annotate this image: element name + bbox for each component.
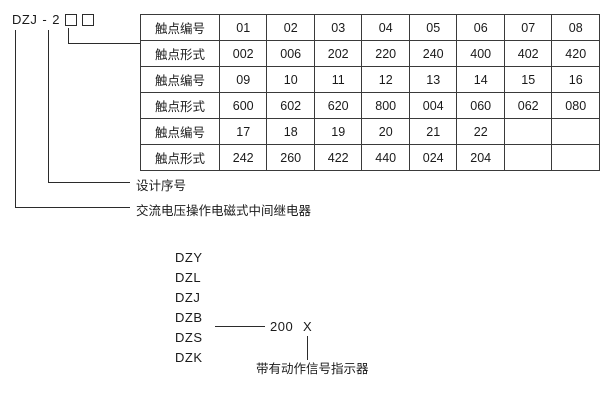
table-cell: 03 [313, 14, 363, 41]
model-code-header: DZJ - 2 [12, 12, 94, 27]
table-cell: 10 [266, 66, 315, 93]
table-cell-empty [503, 118, 553, 145]
table-cell: 07 [503, 14, 553, 41]
table-cell: 01 [218, 14, 268, 41]
table-cell: 600 [218, 92, 268, 119]
table-cell: 02 [266, 14, 315, 41]
table-cell: 04 [361, 14, 410, 41]
table-cell: 060 [456, 92, 505, 119]
leader-line-table-vertical [68, 28, 70, 44]
model-series-list: DZY DZL DZJ DZB DZS DZK [175, 248, 203, 368]
contact-table-body: 触点编号 01 02 03 04 05 06 07 08 触点形式 002 00… [140, 14, 600, 171]
leader-line-serial-vertical [48, 30, 50, 183]
model-code-box-2 [81, 13, 94, 26]
table-cell: 440 [361, 144, 410, 171]
model-code-dash: - [42, 12, 48, 27]
table-row: 触点形式 600 602 620 800 004 060 062 080 [140, 92, 600, 119]
table-row: 触点形式 242 260 422 440 024 204 [140, 144, 600, 171]
table-cell: 15 [503, 66, 553, 93]
table-row: 触点编号 01 02 03 04 05 06 07 08 [140, 14, 600, 41]
table-cell: 22 [456, 118, 505, 145]
leader-line-description-horizontal [15, 207, 130, 209]
list-item: DZL [175, 270, 202, 285]
leader-line-serial-horizontal [48, 182, 130, 184]
list-item: DZS [175, 330, 203, 345]
table-cell: 620 [313, 92, 363, 119]
table-cell: 05 [408, 14, 458, 41]
row-label: 触点形式 [140, 40, 220, 67]
annotation-relay-description: 交流电压操作电磁式中间继电器 [136, 204, 312, 218]
table-row: 触点形式 002 006 202 220 240 400 402 420 [140, 40, 600, 67]
table-cell-empty [503, 144, 553, 171]
table-cell: 18 [266, 118, 315, 145]
annotation-suffix-note: 带有动作信号指示器 [256, 362, 369, 376]
row-label: 触点形式 [140, 92, 220, 119]
table-cell: 006 [266, 40, 315, 67]
table-cell: 062 [503, 92, 553, 119]
model-code-box-1 [64, 13, 77, 26]
table-cell: 21 [408, 118, 458, 145]
annotation-design-serial: 设计序号 [136, 179, 187, 193]
table-cell: 240 [408, 40, 458, 67]
leader-line-suffix-horizontal [215, 326, 265, 328]
table-cell-empty [551, 144, 600, 171]
table-cell: 004 [408, 92, 458, 119]
table-cell: 19 [313, 118, 363, 145]
leader-line-table-horizontal [68, 43, 140, 45]
table-cell: 06 [456, 14, 505, 41]
model-code-prefix: DZJ [12, 12, 38, 27]
table-cell-empty [551, 118, 600, 145]
table-cell: 12 [361, 66, 410, 93]
table-cell: 420 [551, 40, 600, 67]
table-cell: 080 [551, 92, 600, 119]
table-cell: 16 [551, 66, 600, 93]
table-cell: 422 [313, 144, 363, 171]
table-cell: 20 [361, 118, 410, 145]
table-cell: 242 [218, 144, 268, 171]
table-cell: 13 [408, 66, 458, 93]
table-cell: 260 [266, 144, 315, 171]
table-cell: 002 [218, 40, 268, 67]
row-label: 触点编号 [140, 14, 220, 41]
table-row: 触点编号 09 10 11 12 13 14 15 16 [140, 66, 600, 93]
list-item: DZK [175, 350, 203, 365]
contact-table: 触点编号 01 02 03 04 05 06 07 08 触点形式 002 00… [140, 14, 600, 171]
row-label: 触点形式 [140, 144, 220, 171]
table-cell: 11 [313, 66, 363, 93]
suffix-number: 200 [270, 319, 294, 334]
table-cell: 14 [456, 66, 505, 93]
table-cell: 08 [551, 14, 600, 41]
list-item: DZJ [175, 290, 201, 305]
table-cell: 202 [313, 40, 363, 67]
leader-line-description-vertical [15, 30, 17, 208]
table-cell: 400 [456, 40, 505, 67]
table-cell: 024 [408, 144, 458, 171]
suffix-letter: X [303, 319, 313, 334]
table-cell: 602 [266, 92, 315, 119]
leader-line-suffix-note-vertical [307, 336, 309, 360]
table-row: 触点编号 17 18 19 20 21 22 [140, 118, 600, 145]
list-item: DZY [175, 250, 203, 265]
table-cell: 09 [218, 66, 268, 93]
table-cell: 800 [361, 92, 410, 119]
row-label: 触点编号 [140, 66, 220, 93]
table-cell: 17 [218, 118, 268, 145]
list-item: DZB [175, 310, 203, 325]
model-code-series: 2 [52, 12, 60, 27]
table-cell: 204 [456, 144, 505, 171]
row-label: 触点编号 [140, 118, 220, 145]
table-cell: 220 [361, 40, 410, 67]
table-cell: 402 [503, 40, 553, 67]
